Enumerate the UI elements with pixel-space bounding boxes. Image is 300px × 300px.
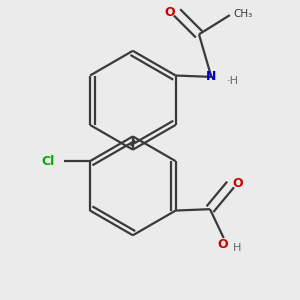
- Text: Cl: Cl: [41, 154, 54, 168]
- Text: O: O: [165, 6, 176, 19]
- Text: O: O: [232, 177, 243, 190]
- Text: O: O: [217, 238, 228, 251]
- Text: H: H: [233, 243, 242, 253]
- Text: CH₃: CH₃: [233, 9, 253, 19]
- Text: N: N: [206, 70, 217, 83]
- Text: ·H: ·H: [226, 76, 238, 86]
